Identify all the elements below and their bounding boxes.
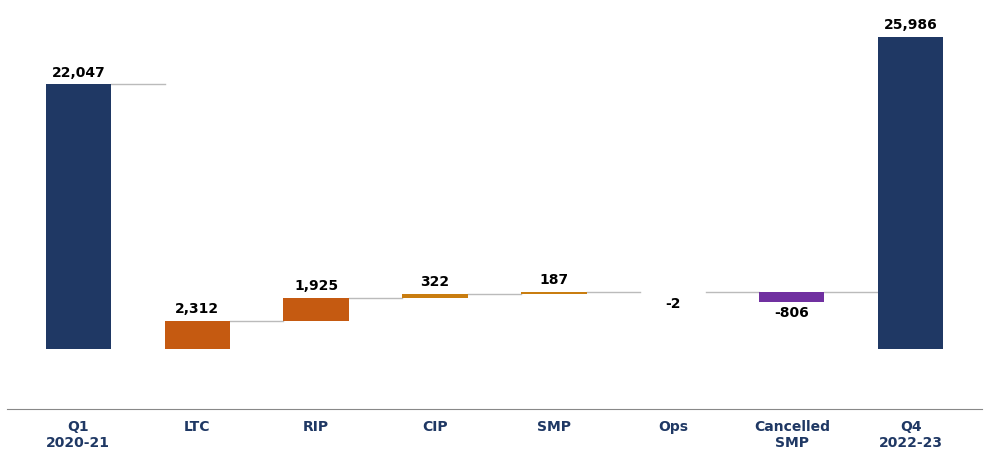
Bar — [45, 85, 111, 349]
Bar — [284, 298, 349, 321]
Bar — [760, 292, 825, 302]
Text: 22,047: 22,047 — [51, 65, 105, 80]
Text: 322: 322 — [420, 275, 450, 289]
Text: 2,312: 2,312 — [175, 302, 220, 316]
Bar — [403, 294, 468, 298]
Text: -2: -2 — [666, 297, 680, 311]
Text: 25,986: 25,986 — [884, 18, 938, 32]
Bar — [878, 37, 944, 349]
Text: 1,925: 1,925 — [294, 279, 338, 293]
Bar — [164, 321, 229, 349]
Bar — [521, 292, 586, 294]
Text: -806: -806 — [774, 306, 809, 320]
Text: 187: 187 — [539, 273, 569, 287]
